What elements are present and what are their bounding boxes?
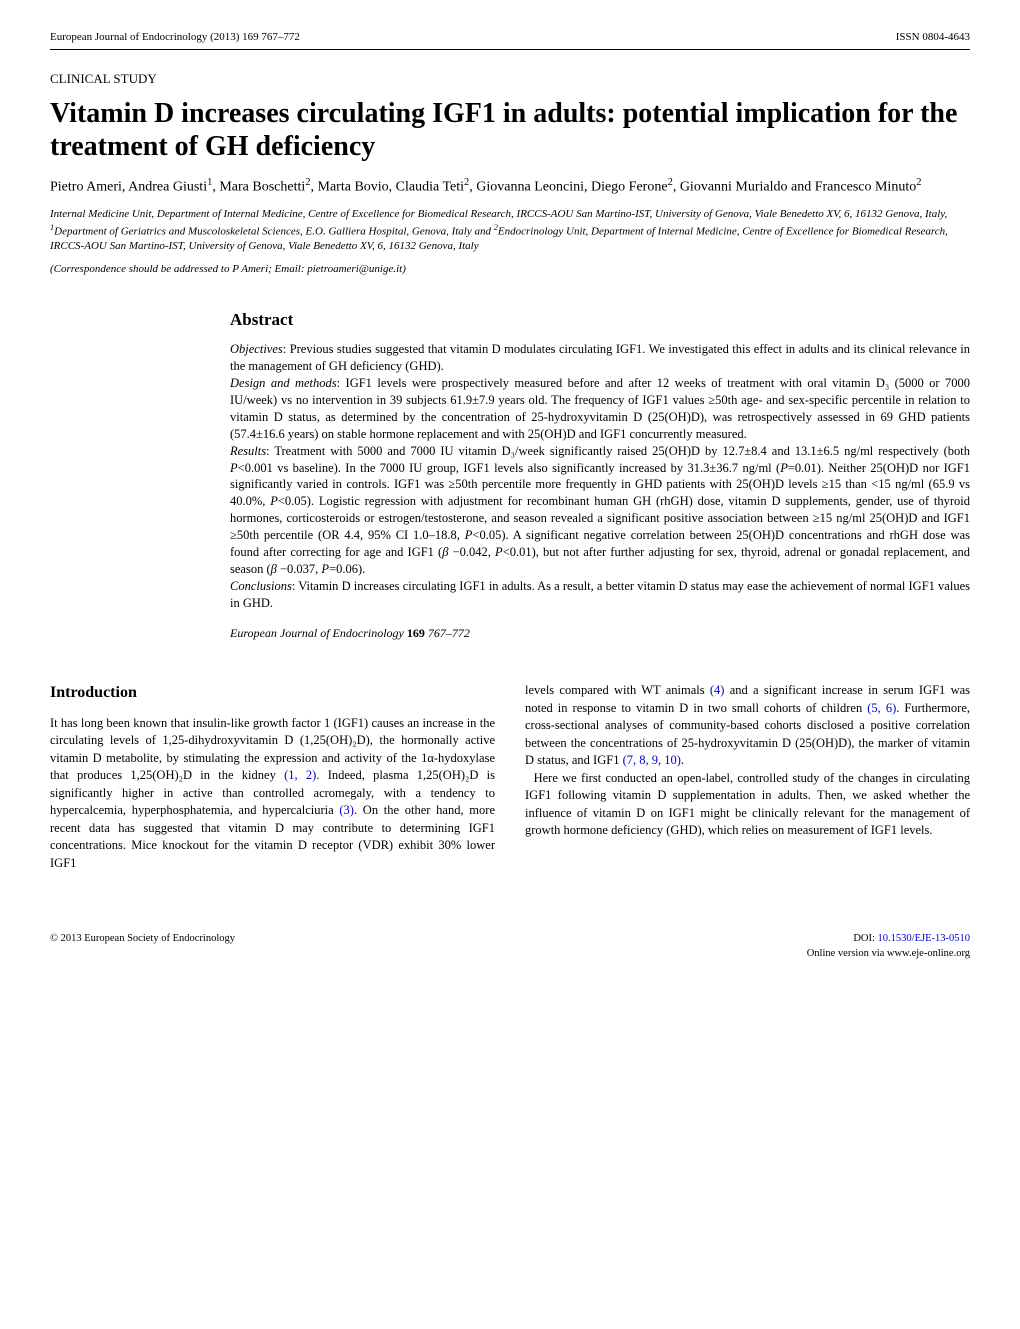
doi-link[interactable]: 10.1530/EJE-13-0510 <box>878 933 970 944</box>
conclusions-text: : Vitamin D increases circulating IGF1 i… <box>230 579 970 610</box>
correspondence: (Correspondence should be addressed to P… <box>50 262 970 277</box>
study-type: CLINICAL STUDY <box>50 70 970 88</box>
issn: ISSN 0804-4643 <box>896 30 970 45</box>
intro-right: levels compared with WT animals (4) and … <box>525 682 970 840</box>
introduction-columns: Introduction It has long been known that… <box>50 682 970 872</box>
introduction-heading: Introduction <box>50 682 495 704</box>
article-title: Vitamin D increases circulating IGF1 in … <box>50 97 970 164</box>
abstract-design: Design and methods: IGF1 levels were pro… <box>230 375 970 443</box>
abstract-heading: Abstract <box>230 308 970 332</box>
abstract-objectives: Objectives: Previous studies suggested t… <box>230 341 970 375</box>
abstract-citation: European Journal of Endocrinology 169 76… <box>230 625 970 642</box>
authors: Pietro Ameri, Andrea Giusti1, Mara Bosch… <box>50 176 970 197</box>
design-label: Design and methods <box>230 376 337 390</box>
results-label: Results <box>230 444 266 458</box>
citation-journal: European Journal of Endocrinology <box>230 626 404 640</box>
copyright: © 2013 European Society of Endocrinology <box>50 932 235 961</box>
conclusions-label: Conclusions <box>230 579 292 593</box>
right-column: levels compared with WT animals (4) and … <box>525 682 970 872</box>
objectives-text: : Previous studies suggested that vitami… <box>230 342 970 373</box>
citation-pages: 767–772 <box>428 626 470 640</box>
page-header: European Journal of Endocrinology (2013)… <box>50 30 970 50</box>
journal-info: European Journal of Endocrinology (2013)… <box>50 30 300 45</box>
abstract-block: Abstract Objectives: Previous studies su… <box>230 308 970 643</box>
left-column: Introduction It has long been known that… <box>50 682 495 872</box>
page-footer: © 2013 European Society of Endocrinology… <box>50 932 970 961</box>
intro-left: It has long been known that insulin-like… <box>50 715 495 873</box>
doi-label: DOI: <box>853 933 877 944</box>
footer-right: DOI: 10.1530/EJE-13-0510 Online version … <box>807 932 970 961</box>
results-text: : Treatment with 5000 and 7000 IU vitami… <box>230 444 970 576</box>
affiliations: Internal Medicine Unit, Department of In… <box>50 207 970 254</box>
abstract-results: Results: Treatment with 5000 and 7000 IU… <box>230 443 970 578</box>
online-version: Online version via www.eje-online.org <box>807 948 970 959</box>
design-text: : IGF1 levels were prospectively measure… <box>230 376 970 441</box>
objectives-label: Objectives <box>230 342 283 356</box>
citation-volume: 169 <box>407 626 425 640</box>
abstract-conclusions: Conclusions: Vitamin D increases circula… <box>230 578 970 612</box>
